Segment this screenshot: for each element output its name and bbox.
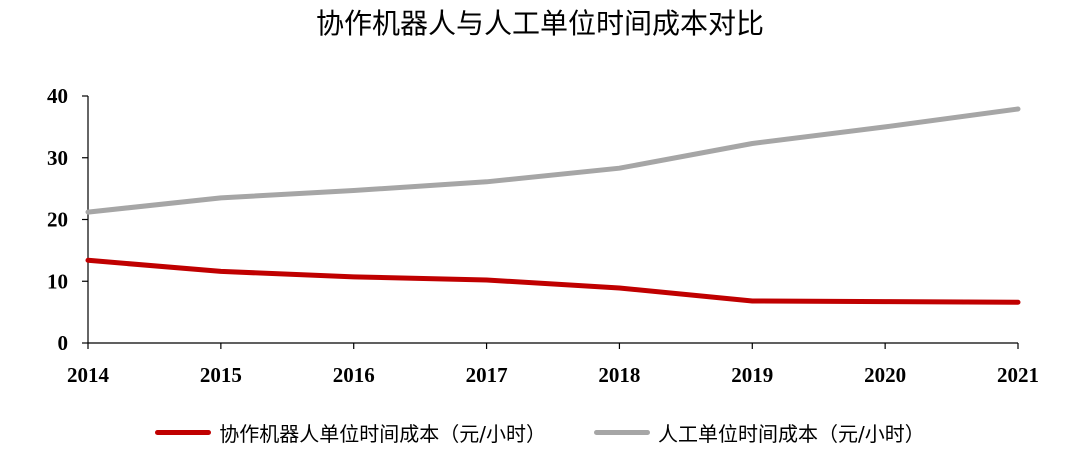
x-tick-label: 2020 <box>864 363 906 387</box>
legend-item-robot: 协作机器人单位时间成本（元/小时） <box>155 418 546 447</box>
legend-label-robot: 协作机器人单位时间成本（元/小时） <box>219 422 546 446</box>
tick-labels: 0 10 20 30 40 2014 2015 2016 2017 2018 2019 2020 202… <box>47 84 1039 387</box>
x-tick-label: 2021 <box>997 363 1039 387</box>
legend: 协作机器人单位时间成本（元/小时） 人工单位时间成本（元/小时） <box>0 418 1080 447</box>
y-tick-label: 20 <box>47 208 68 232</box>
y-tick-label: 0 <box>58 331 69 355</box>
y-tick-label: 10 <box>47 269 68 293</box>
x-tick-label: 2018 <box>598 363 640 387</box>
series-line-robot <box>85 257 1021 305</box>
series-layer <box>85 106 1021 305</box>
x-tick-label: 2016 <box>333 363 375 387</box>
axes <box>82 95 1019 349</box>
y-tick-label: 40 <box>47 84 68 108</box>
line-chart: 0 10 20 30 40 2014 2015 2016 2017 2018 2019 2020 202… <box>47 84 1039 387</box>
y-tick-label: 30 <box>47 146 68 170</box>
legend-swatch-robot <box>155 430 212 435</box>
legend-swatch-labor <box>594 430 650 435</box>
x-tick-label: 2015 <box>200 363 242 387</box>
x-tick-label: 2017 <box>466 363 508 387</box>
legend-item-labor: 人工单位时间成本（元/小时） <box>594 418 925 447</box>
series-line-labor <box>85 106 1021 215</box>
x-tick-label: 2019 <box>731 363 773 387</box>
chart-title: 协作机器人与人工单位时间成本对比 <box>315 7 764 40</box>
legend-label-labor: 人工单位时间成本（元/小时） <box>658 422 925 446</box>
x-tick-label: 2014 <box>67 363 110 387</box>
